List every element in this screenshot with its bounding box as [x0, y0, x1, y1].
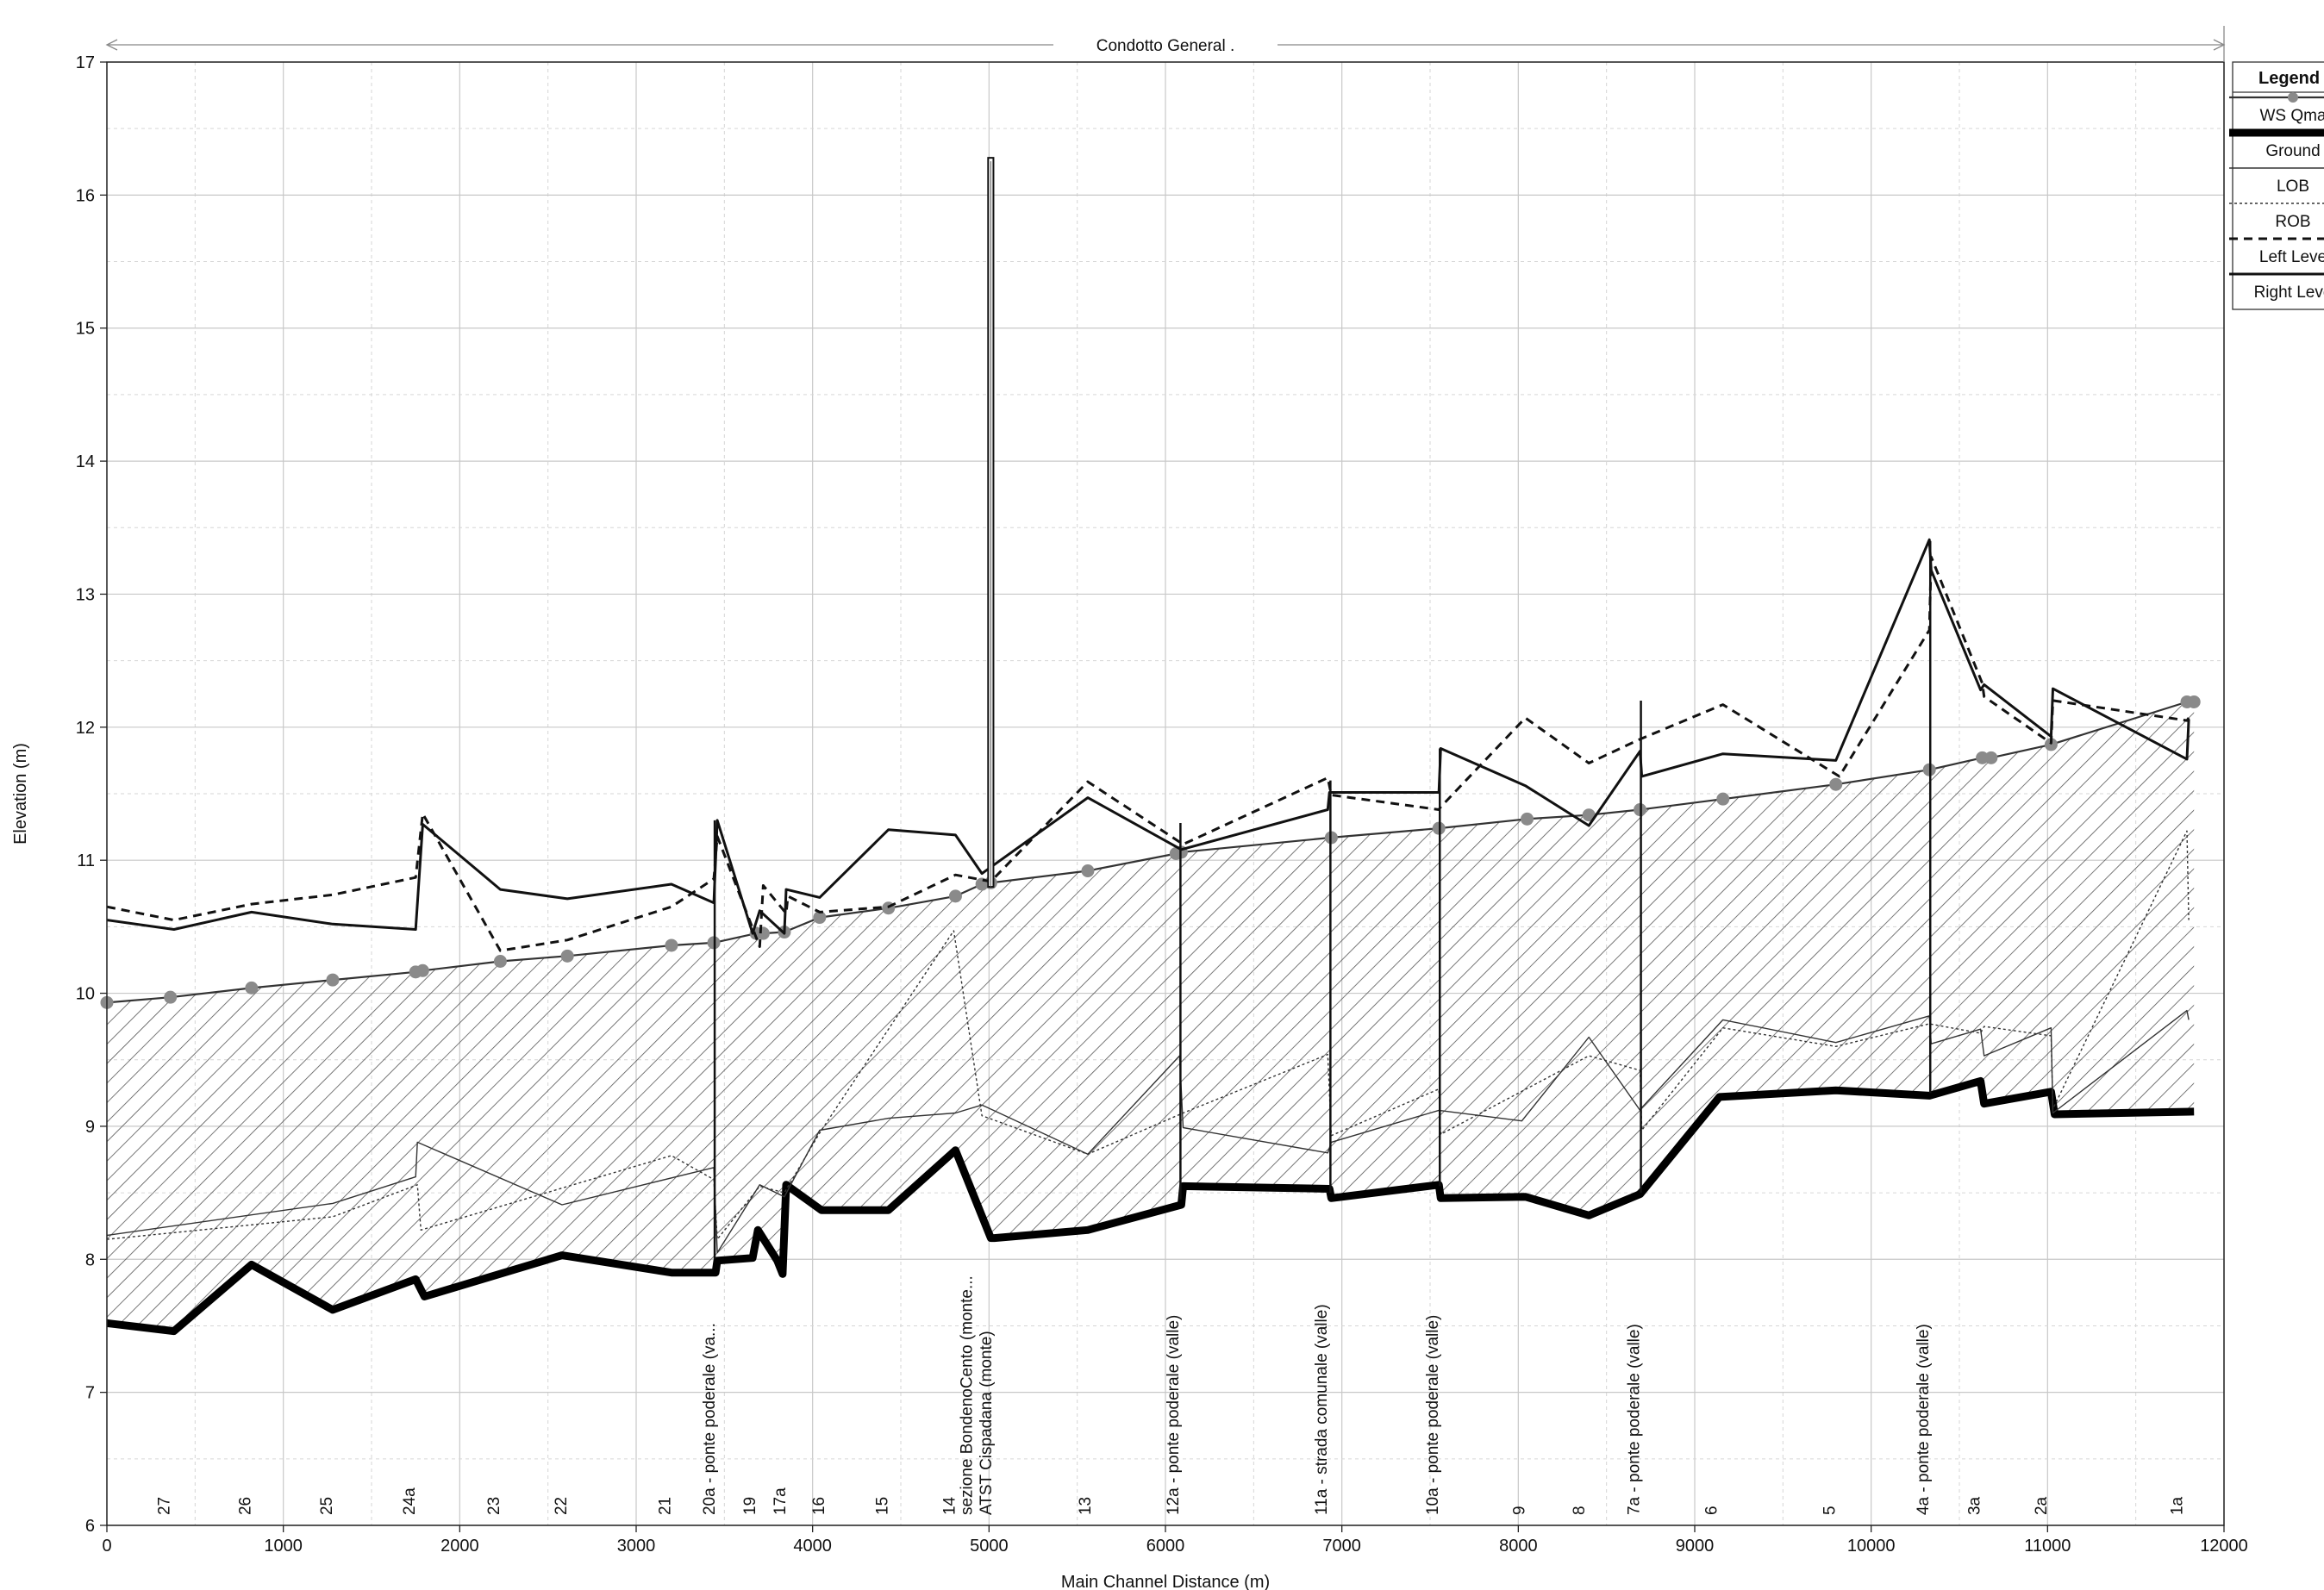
- x-tick-label: 10000: [1847, 1537, 1896, 1556]
- legend-marker: [2288, 92, 2298, 103]
- title-bar: Condotto General .: [105, 26, 2226, 62]
- section-label: 27: [155, 1497, 173, 1515]
- x-tick-label: 11000: [2024, 1537, 2071, 1556]
- section-label: 10a - ponte poderale (valle): [1424, 1315, 1442, 1515]
- section-label: 21: [657, 1497, 675, 1515]
- ws-point: [2187, 695, 2201, 708]
- y-tick-label: 10: [76, 985, 95, 1004]
- axes: 0 1000 2000 3000 4000 5000 6000 7000 8000 9000 100…: [76, 53, 2248, 1556]
- section-label: 14: [940, 1496, 959, 1515]
- ws-point: [245, 981, 259, 995]
- section-label: 2a: [2033, 1496, 2051, 1515]
- ws-point: [813, 911, 827, 925]
- legend-entry: ROB: [2275, 213, 2310, 231]
- ws-point: [756, 926, 770, 940]
- legend-entry: LOB: [2277, 178, 2309, 196]
- section-label: 13: [1077, 1497, 1095, 1515]
- section-label: 15: [873, 1497, 891, 1515]
- ws-point: [1829, 777, 1843, 791]
- y-tick-label: 6: [85, 1517, 95, 1536]
- x-tick-label: 2000: [440, 1537, 479, 1556]
- legend-entry: Right Leve: [2254, 284, 2324, 302]
- section-label: 7a - ponte poderale (valle): [1625, 1324, 1643, 1515]
- legend-entry: WS Qma: [2259, 107, 2324, 125]
- channel-fill: [107, 701, 2195, 1331]
- legend-title: Legend: [2258, 69, 2320, 88]
- y-tick-label: 9: [85, 1118, 95, 1137]
- ws-point: [2044, 738, 2058, 751]
- ws-point: [1582, 808, 1596, 822]
- y-tick-label: 8: [85, 1250, 95, 1269]
- x-tick-label: 9000: [1676, 1537, 1715, 1556]
- y-tick-label: 16: [76, 186, 95, 205]
- ws-point: [948, 889, 962, 903]
- ws-point: [164, 990, 178, 1004]
- y-tick-label: 14: [76, 452, 95, 471]
- x-tick-label: 3000: [617, 1537, 656, 1556]
- section-labels: 27 26 25 24a 23 22 21 20a - ponte poderale (va.…: [155, 1275, 2186, 1515]
- section-label: 3a: [1965, 1496, 1984, 1515]
- y-tick-label: 13: [76, 585, 95, 604]
- ws-point: [1984, 751, 1998, 764]
- title-arrowhead-left: [105, 39, 118, 51]
- section-label: ATST Cispadana (monte): [978, 1331, 996, 1515]
- ws-point: [415, 963, 429, 977]
- ws-point: [493, 954, 507, 968]
- ws-point: [1081, 864, 1095, 878]
- section-label: 16: [810, 1497, 828, 1515]
- ws-point: [1521, 812, 1534, 826]
- section-label: 12a - ponte poderale (valle): [1165, 1315, 1183, 1515]
- section-label: 11a - strada comunale (valle): [1313, 1304, 1331, 1515]
- legend-entry: Ground: [2265, 142, 2320, 160]
- section-label: 20a - ponte poderale (va...: [701, 1323, 719, 1515]
- y-tick-label: 7: [85, 1384, 95, 1403]
- x-tick-label: 7000: [1322, 1537, 1361, 1556]
- section-label: 4a - ponte poderale (valle): [1915, 1324, 1933, 1515]
- section-label: 22: [553, 1497, 571, 1515]
- x-tick-label: 5000: [970, 1537, 1009, 1556]
- y-tick-label: 12: [76, 719, 95, 738]
- section-label: 24a: [401, 1487, 419, 1515]
- section-label: 19: [741, 1497, 759, 1515]
- section-label: 8: [1571, 1506, 1589, 1515]
- section-label: 23: [485, 1497, 503, 1515]
- section-label: sezione BondenoCento (monte...: [959, 1275, 977, 1515]
- chart-title: Condotto General .: [1096, 37, 1235, 55]
- section-label: 9: [1510, 1506, 1528, 1515]
- ws-point: [1716, 792, 1730, 806]
- x-tick-label: 0: [102, 1537, 111, 1556]
- y-tick-label: 11: [77, 851, 95, 870]
- y-axis-title: Elevation (m): [11, 743, 30, 845]
- x-tick-label: 1000: [264, 1537, 303, 1556]
- x-tick-label: 12000: [2200, 1537, 2248, 1556]
- y-tick-label: 15: [76, 320, 95, 339]
- section-label: 25: [318, 1497, 336, 1515]
- legend-box: [2232, 61, 2324, 310]
- legend-entry: Left Leve: [2259, 248, 2324, 266]
- structures: [713, 157, 1932, 1260]
- section-label: 1a: [2169, 1496, 2187, 1515]
- section-label: 5: [1821, 1506, 1840, 1515]
- section-label: 26: [237, 1497, 255, 1515]
- ws-point: [665, 938, 678, 952]
- x-tick-label: 8000: [1499, 1537, 1538, 1556]
- ws-point: [326, 973, 340, 987]
- x-tick-label: 6000: [1146, 1537, 1185, 1556]
- ws-point: [560, 949, 574, 963]
- section-label: 17a: [772, 1487, 790, 1515]
- section-label: 6: [1702, 1506, 1721, 1515]
- y-tick-label: 17: [76, 53, 95, 72]
- x-axis-title: Main Channel Distance (m): [1061, 1573, 1270, 1590]
- legend: Legend WS Qma Ground LOB ROB Left Leve Right L…: [2229, 61, 2324, 310]
- series-line-1: [106, 1076, 2195, 1336]
- x-tick-label: 4000: [793, 1537, 832, 1556]
